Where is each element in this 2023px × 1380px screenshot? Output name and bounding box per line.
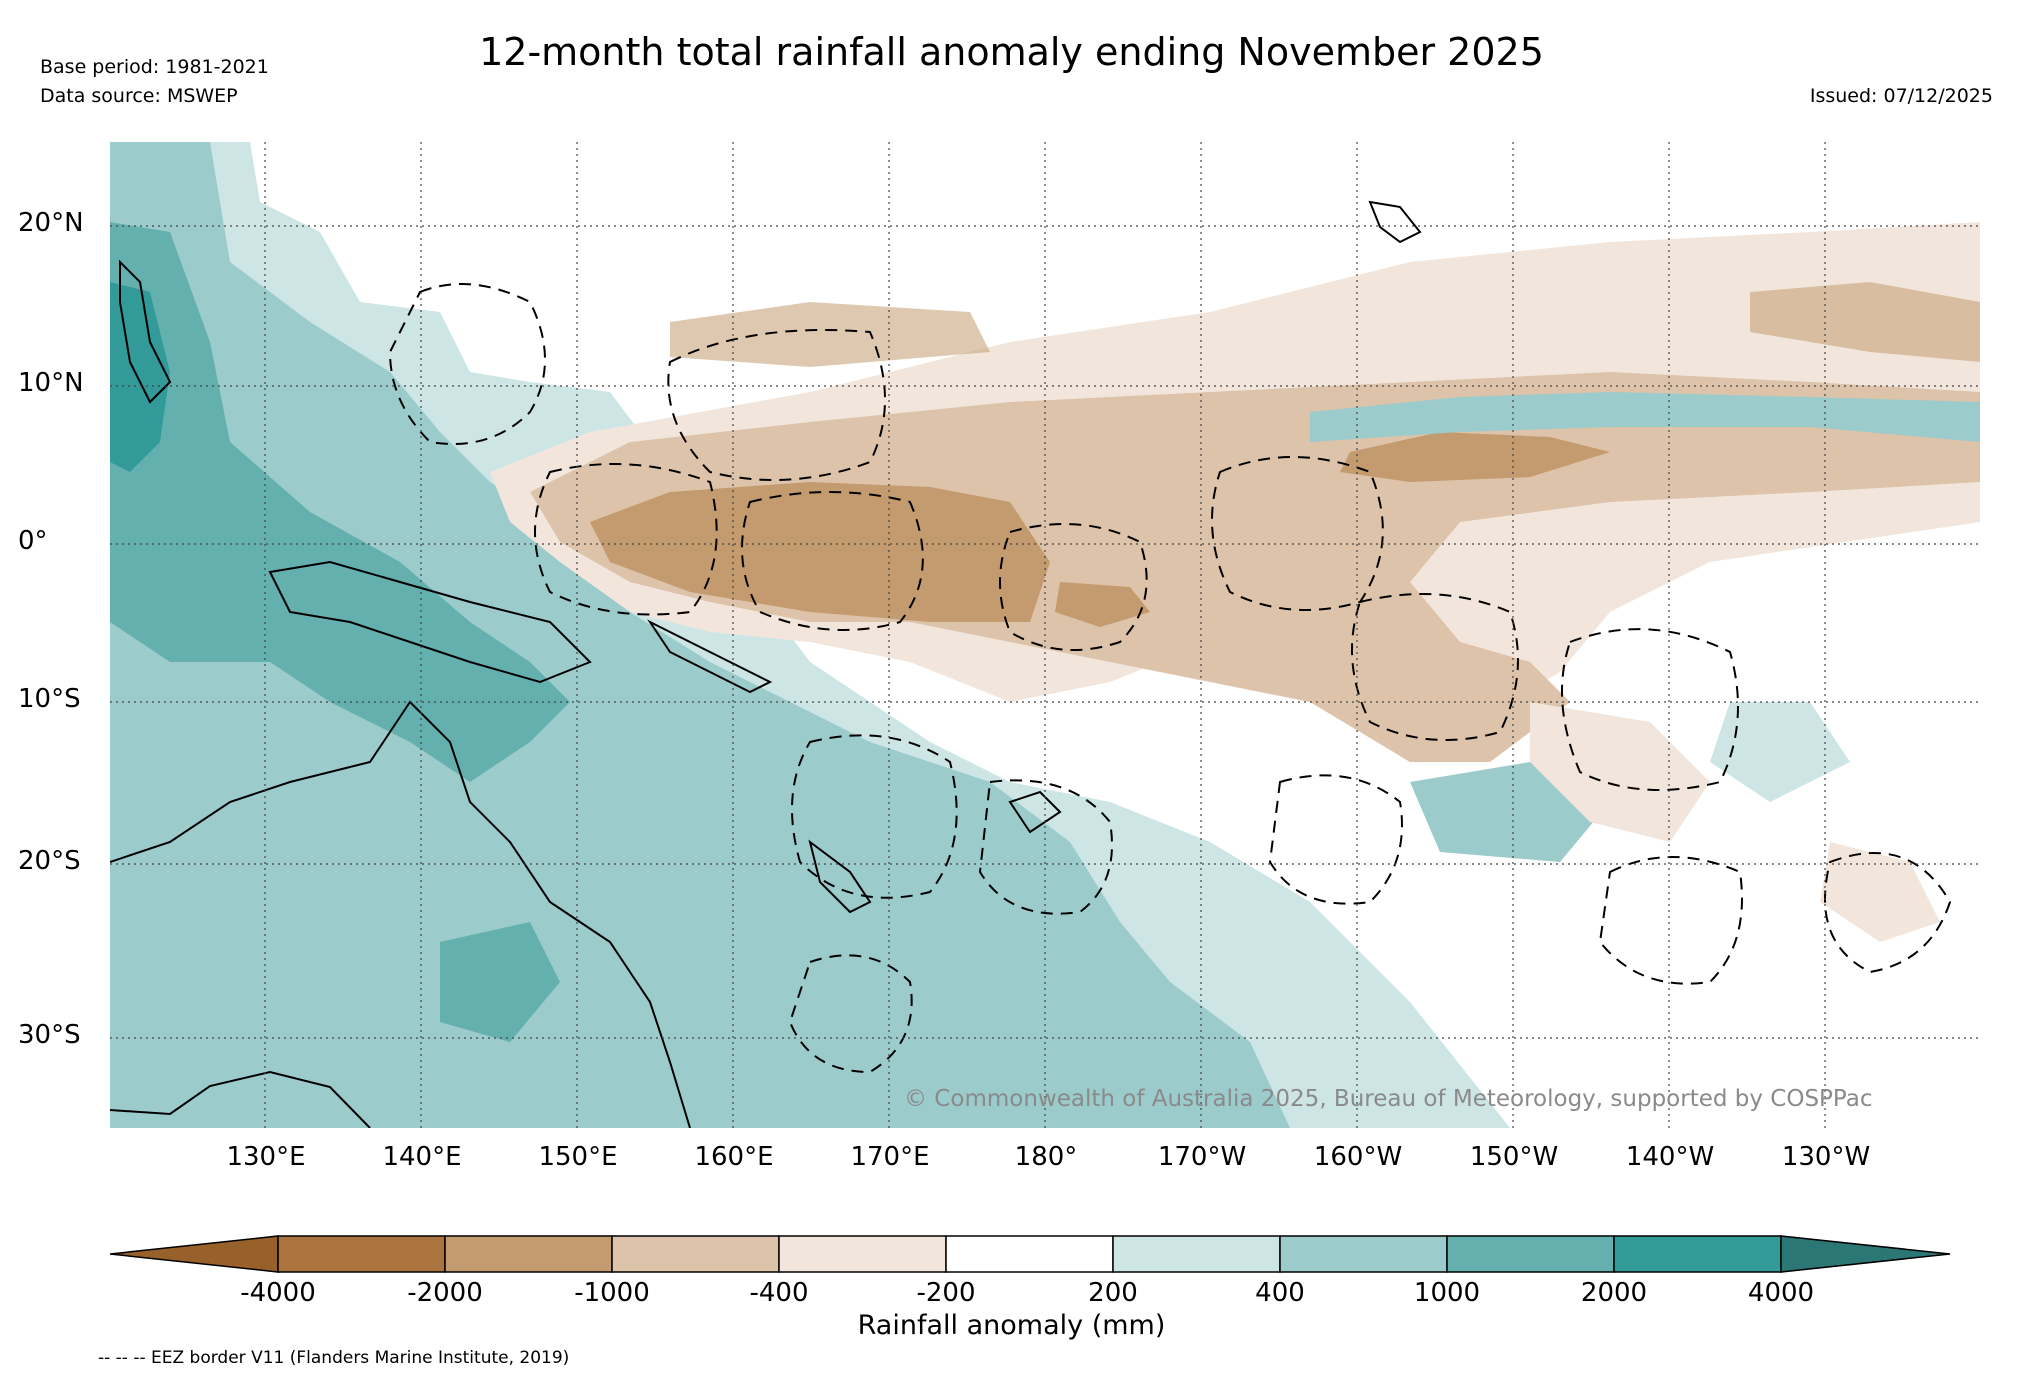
lon-label-160w: 160°W: [1313, 1142, 1403, 1172]
lon-label-170e: 170°E: [850, 1142, 930, 1172]
coastline-new-caledonia: [808, 839, 872, 914]
colorbar-tick-label: -4000: [240, 1278, 316, 1308]
colorbar-segment: [778, 1235, 947, 1273]
coastline-philippines: [119, 259, 172, 404]
lon-label-140e: 140°E: [382, 1142, 462, 1172]
colorbar-segment: [444, 1235, 613, 1273]
lon-label-130e: 130°E: [226, 1142, 306, 1172]
rainfall-anomaly-map: [110, 142, 1980, 1128]
issued-date: Issued: 07/12/2025: [1809, 85, 1993, 107]
lon-label-150w: 150°W: [1469, 1142, 1559, 1172]
colorbar-tick-label: 2000: [1580, 1278, 1648, 1308]
coastline-southern-australia: [110, 1070, 371, 1128]
colorbar-segment: [277, 1235, 446, 1273]
coastline-australia: [110, 700, 691, 1128]
colorbar-tick-label: -400: [749, 1278, 809, 1308]
colorbar-segment: [1613, 1235, 1782, 1273]
colorbar-tick-label: 1000: [1413, 1278, 1481, 1308]
coastline-hawaii: [1368, 200, 1422, 244]
lat-label-20s: 20°S: [18, 846, 81, 876]
colorbar-extend-low: [110, 1235, 279, 1273]
dry-band-mid: [530, 372, 1980, 762]
colorbar-extend-high: [1780, 1235, 1951, 1273]
coastline-fiji: [1008, 790, 1062, 834]
copyright-notice: © Commonwealth of Australia 2025, Bureau…: [904, 1086, 1873, 1112]
lon-label-160e: 160°E: [694, 1142, 774, 1172]
colorbar-tick-label: -2000: [407, 1278, 483, 1308]
eez-legend-note: -- -- -- EEZ border V11 (Flanders Marine…: [98, 1348, 570, 1368]
colorbar-segment: [611, 1235, 780, 1273]
wet-strip-itcz: [1310, 392, 1980, 442]
colorbar-segment: [1279, 1235, 1448, 1273]
colorbar-tick-label: 400: [1255, 1278, 1305, 1308]
colorbar-segment: [945, 1235, 1114, 1273]
coastline-solomons: [647, 619, 773, 694]
colorbar-segment: [1446, 1235, 1615, 1273]
lat-label-0: 0°: [18, 526, 48, 556]
map-title: 12-month total rainfall anomaly ending N…: [479, 30, 1544, 74]
lon-label-170w: 170°W: [1157, 1142, 1247, 1172]
colorbar-tick-label: -1000: [574, 1278, 650, 1308]
lat-label-10n: 10°N: [18, 368, 84, 398]
colorbar-segment: [1112, 1235, 1281, 1273]
colorbar: [110, 1235, 1951, 1273]
colorbar-tick-label: 200: [1088, 1278, 1138, 1308]
lon-label-150e: 150°E: [538, 1142, 618, 1172]
base-period: Base period: 1981-2021: [40, 56, 269, 78]
data-source: Data source: MSWEP: [40, 85, 238, 107]
wet-region-west-core: [110, 222, 570, 782]
lat-label-30s: 30°S: [18, 1020, 81, 1050]
lon-label-140w: 140°W: [1625, 1142, 1715, 1172]
lon-label-130w: 130°W: [1781, 1142, 1871, 1172]
colorbar-tick-label: -200: [916, 1278, 976, 1308]
colorbar-tick-label: 4000: [1747, 1278, 1815, 1308]
colorbar-title: Rainfall anomaly (mm): [857, 1310, 1166, 1341]
coastline-new-guinea: [268, 560, 592, 684]
lat-label-10s: 10°S: [18, 684, 81, 714]
lat-label-20n: 20°N: [18, 208, 84, 238]
lon-label-180: 180°: [1014, 1142, 1078, 1172]
eez-borders: [388, 283, 1952, 1074]
graticule: [110, 142, 1980, 1128]
